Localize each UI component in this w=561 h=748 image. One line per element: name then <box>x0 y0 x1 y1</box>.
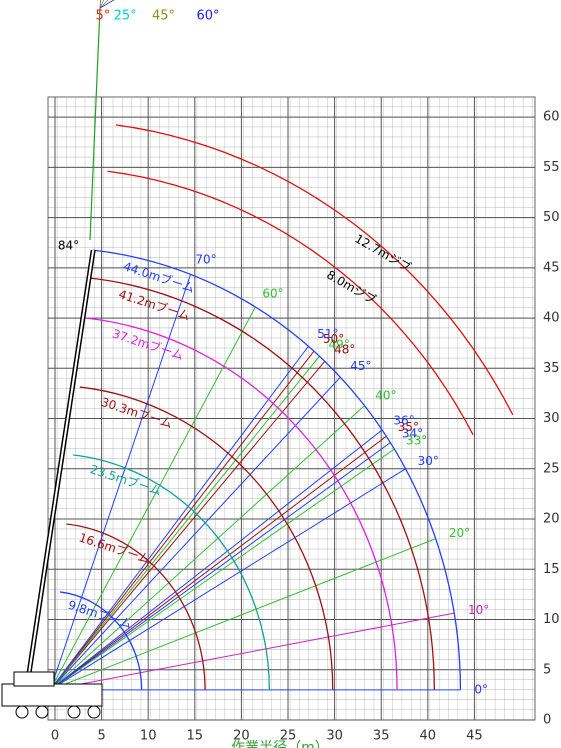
angle-label: 40° <box>375 388 396 402</box>
jib-arc <box>107 170 474 436</box>
max-angle-label: 84° <box>58 239 79 253</box>
x-axis-label: 作業半径（m） <box>231 740 329 748</box>
angle-label: 10° <box>468 603 489 617</box>
jib-arc <box>115 124 514 416</box>
angle-label: 70° <box>195 253 216 267</box>
offset-line <box>99 0 109 9</box>
y-tick-label: 40 <box>543 311 560 326</box>
offset-label: 5° <box>95 9 110 24</box>
angle-label: 45° <box>350 359 371 373</box>
x-tick-label: 0 <box>51 729 59 744</box>
angle-line <box>50 448 395 691</box>
angle-line <box>49 405 365 691</box>
boom-arc <box>79 386 334 690</box>
x-tick-label: 30 <box>326 729 343 744</box>
angle-line <box>49 355 320 691</box>
angle-line <box>50 429 383 691</box>
y-tick-label: 60 <box>543 110 560 125</box>
angle-line <box>50 538 436 691</box>
angle-label: 30° <box>418 454 439 468</box>
angle-line <box>50 468 406 691</box>
angle-label: 33° <box>406 433 427 447</box>
y-tick-label: 0 <box>543 713 551 728</box>
angle-line <box>49 376 341 691</box>
jib-vertical <box>89 7 101 241</box>
angle-line <box>49 274 192 691</box>
angle-label: 50° <box>323 332 344 346</box>
x-tick-label: 45 <box>466 729 483 744</box>
boom-inner <box>27 249 95 681</box>
y-tick-label: 15 <box>543 562 560 577</box>
y-tick-label: 20 <box>543 512 560 527</box>
angle-label: 36° <box>393 414 414 428</box>
angle-label: 20° <box>449 526 470 540</box>
boom-arc <box>90 277 435 690</box>
x-tick-label: 20 <box>233 729 250 744</box>
boom-arc <box>66 523 206 690</box>
boom-arc <box>59 591 143 690</box>
y-tick-label: 10 <box>543 612 560 627</box>
x-tick-label: 25 <box>280 729 297 744</box>
y-tick-label: 25 <box>543 461 560 476</box>
x-tick-label: 35 <box>373 729 390 744</box>
angle-label: 35° <box>398 420 419 434</box>
x-tick-label: 10 <box>140 729 157 744</box>
angle-line <box>49 350 315 691</box>
angle-line <box>49 360 326 691</box>
x-tick-label: 40 <box>420 729 437 744</box>
offset-label: 25° <box>114 9 137 24</box>
crane-body <box>1 671 103 719</box>
boom-arc <box>73 454 271 690</box>
angle-line <box>49 345 309 691</box>
angle-line <box>50 435 387 691</box>
angle-line <box>49 306 256 691</box>
plot: 0 5 10 15 20 25 30 35 40 45 0 5 10 15 20 25 30 35 40 45 50 55… <box>25 0 560 744</box>
angle-label: 60° <box>262 286 283 300</box>
angle-label: 51° <box>317 327 338 341</box>
boom-arc <box>86 317 398 690</box>
angle-line <box>50 612 455 691</box>
y-tick-label: 30 <box>543 411 560 426</box>
angle-line <box>50 442 391 691</box>
angle-label: 48° <box>334 343 355 357</box>
x-tick-label: 5 <box>97 729 105 744</box>
y-tick-label: 45 <box>543 260 560 275</box>
angle-label: 0° <box>474 682 488 696</box>
x-tick-label: 15 <box>187 729 204 744</box>
angle-label: 49° <box>329 337 350 351</box>
grid <box>47 96 536 721</box>
y-tick-label: 35 <box>543 361 560 376</box>
y-tick-label: 5 <box>543 662 551 677</box>
offset-line <box>99 0 115 9</box>
offset-label: 45° <box>152 9 175 24</box>
offset-label: 60° <box>196 9 219 24</box>
y-tick-label: 55 <box>543 160 560 175</box>
y-tick-label: 50 <box>543 210 560 225</box>
angle-label: 34° <box>402 427 423 441</box>
boom-arc <box>93 249 462 690</box>
